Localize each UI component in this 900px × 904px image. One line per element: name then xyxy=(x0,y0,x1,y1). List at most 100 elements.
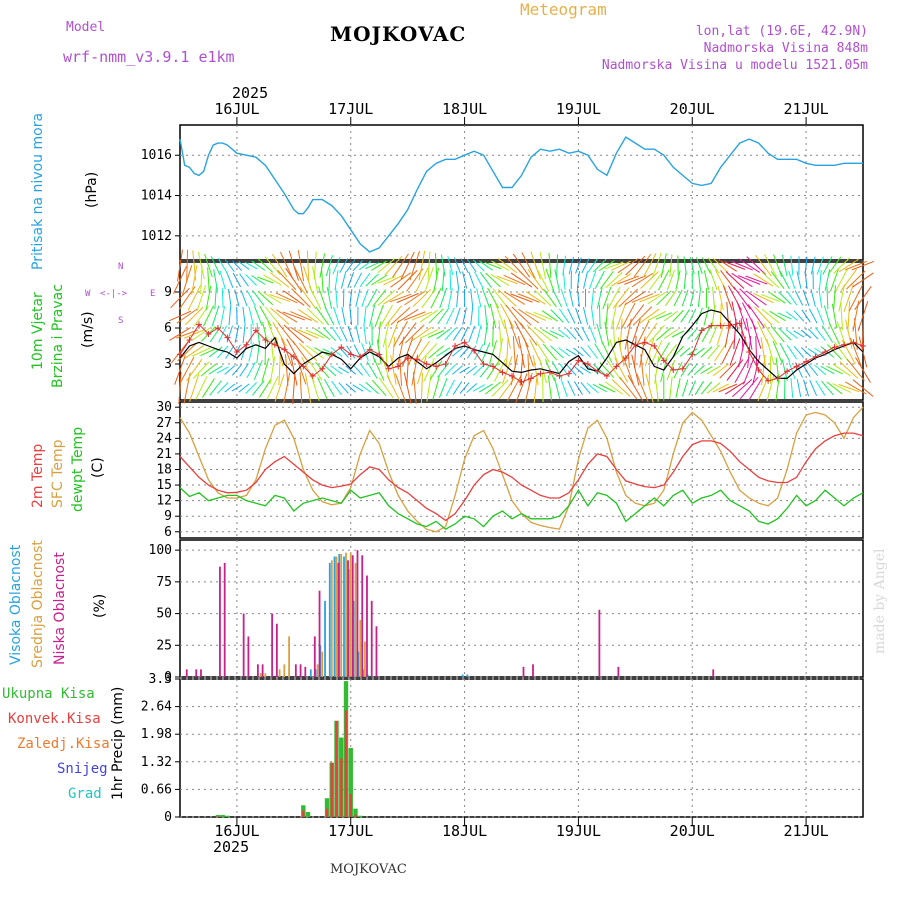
wind-arrow xyxy=(215,287,217,309)
wind-arrow xyxy=(791,256,793,276)
wind-arrow xyxy=(356,289,360,307)
wind-arrow xyxy=(371,275,387,285)
wind-gust-marker xyxy=(376,351,382,357)
cloud-high-label: Visoka Oblacnost xyxy=(8,545,24,665)
pressure-unit: (hPa) xyxy=(84,172,100,208)
precip-convective-bar xyxy=(331,763,333,817)
pressure-line xyxy=(180,137,863,252)
wind-arrow xyxy=(428,330,444,337)
wind-arrow xyxy=(543,344,557,360)
wind-arrow xyxy=(360,273,370,287)
pressure-label: Pritisak na nivou mora xyxy=(30,113,46,270)
wind-arrow xyxy=(794,311,804,322)
wind-unit: (m/s) xyxy=(80,311,96,348)
wind-arrow xyxy=(221,306,225,325)
compass-w: W xyxy=(85,289,90,299)
wind-arrow xyxy=(485,382,500,394)
legend-hail: Grad xyxy=(68,786,102,802)
wind-arrow xyxy=(698,271,700,289)
wind-arrow xyxy=(229,307,231,325)
day-label-top: 16JUL xyxy=(214,100,259,118)
wind-arrow xyxy=(548,376,551,401)
precip-total-bar xyxy=(306,812,310,817)
wind-arrow xyxy=(386,338,387,366)
wind-arrow xyxy=(782,255,787,276)
wind-arrow xyxy=(707,366,721,374)
wind-arrow xyxy=(592,288,594,308)
wind-arrow xyxy=(469,272,475,288)
wind-arrow xyxy=(421,373,422,403)
temp-sfc-label: SFC Temp xyxy=(50,440,66,508)
wind-arrow xyxy=(305,373,310,402)
wind-arrow xyxy=(573,348,583,356)
wind-arrow xyxy=(658,270,669,290)
wind-arrow xyxy=(725,320,730,347)
wind-arrow xyxy=(713,364,728,376)
wind-arrow xyxy=(428,252,430,280)
wind-arrow xyxy=(704,270,708,289)
day-label-top: 18JUL xyxy=(442,100,487,118)
wind-arrow xyxy=(378,322,381,347)
wind-arrow xyxy=(203,306,213,327)
clouds-tick-label: 50 xyxy=(156,607,172,622)
precip-tick-label: 1.98 xyxy=(141,727,172,742)
wind-arrow xyxy=(456,271,458,289)
lonlat-readout: lon,lat (19.6E, 42.9N) xyxy=(696,24,868,39)
wind-arrow xyxy=(354,273,362,288)
wind-arrow xyxy=(506,305,523,327)
wind-arrow xyxy=(652,253,661,278)
wind-arrow xyxy=(701,382,711,394)
station-title: MOJKOVAC xyxy=(330,22,466,46)
wind-arrow xyxy=(827,366,843,374)
legend-snow: Snijeg xyxy=(57,761,108,777)
wind-arrow xyxy=(606,303,608,328)
wind-arrow xyxy=(607,360,621,380)
wind-arrow xyxy=(260,306,271,326)
legend-convective-rain: Konvek.Kisa xyxy=(8,711,101,727)
wind-arrow xyxy=(518,336,524,367)
wind-arrow xyxy=(563,256,566,276)
wind-arrow xyxy=(815,327,825,340)
wind-arrow xyxy=(445,328,456,340)
precip-unit: 1hr Precip (mm) xyxy=(110,687,126,800)
wind-arrow xyxy=(249,307,254,326)
wind-arrow xyxy=(536,342,549,363)
wind-arrow xyxy=(307,250,308,280)
wind-arrow xyxy=(809,364,818,376)
wind-arrow xyxy=(479,384,493,392)
wind-arrow xyxy=(506,337,508,367)
temperature-tick-label: 12 xyxy=(156,494,172,509)
wind-arrow xyxy=(634,254,651,276)
wind-arrow xyxy=(758,375,769,401)
wind-arrow xyxy=(616,302,626,329)
wind-arrow xyxy=(620,377,637,399)
wind-arrow xyxy=(734,287,751,309)
wind-arrow xyxy=(599,384,615,392)
wind-arrow xyxy=(258,259,273,273)
wind-arrow xyxy=(730,338,740,365)
wind-arrow xyxy=(476,325,481,344)
day-label-top: 21JUL xyxy=(784,100,829,118)
wind-arrow xyxy=(715,270,726,290)
wind-arrow xyxy=(257,277,273,283)
wind-arrow xyxy=(327,287,331,309)
wind-arrow xyxy=(482,288,489,308)
wind-arrow xyxy=(362,289,369,307)
footer-station: MOJKOVAC xyxy=(330,862,407,877)
wind-arrow xyxy=(670,377,672,399)
precip-convective-bar xyxy=(326,809,328,817)
wind-arrow xyxy=(568,309,575,324)
wind-arrow xyxy=(448,288,452,307)
wind-arrow xyxy=(552,289,561,307)
wind-arrow xyxy=(499,320,501,348)
wind-arrow xyxy=(847,359,864,380)
temperature-tick-label: 27 xyxy=(156,416,172,431)
clouds-tick-label: 75 xyxy=(156,575,172,590)
temperature-tick-label: 21 xyxy=(156,447,172,462)
wind-arrow xyxy=(366,382,379,393)
wind-arrow xyxy=(400,354,402,386)
temperature-tick-label: 24 xyxy=(156,431,172,446)
precip-convective-bar xyxy=(350,794,352,817)
wind-arrow xyxy=(279,355,280,385)
wind-arrow xyxy=(227,272,233,288)
